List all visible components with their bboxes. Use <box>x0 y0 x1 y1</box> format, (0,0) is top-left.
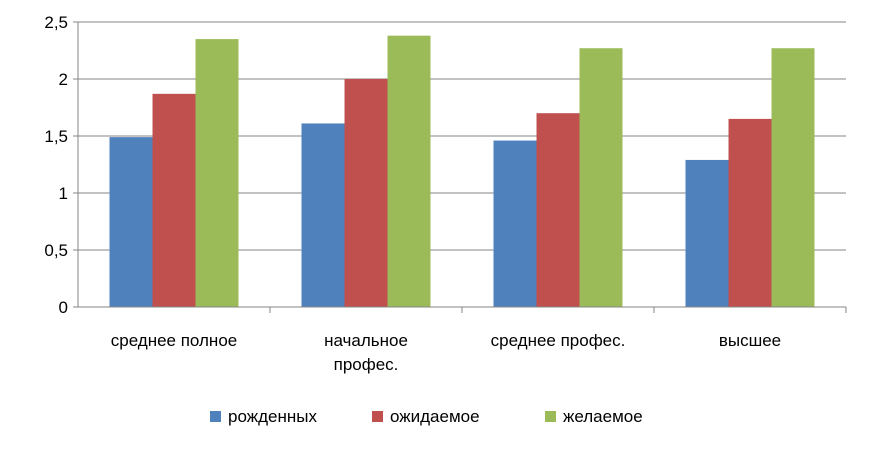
bar <box>536 113 580 307</box>
y-tick-label: 2,5 <box>44 13 68 32</box>
bar <box>344 79 388 307</box>
x-category-label-line: среднее профес. <box>491 331 626 350</box>
legend: рожденных ожидаемое желаемое <box>210 407 643 426</box>
bar <box>195 39 239 307</box>
y-axis-ticks: 0 0,5 1 1,5 2 2,5 <box>44 13 78 317</box>
bars <box>109 35 815 308</box>
x-axis-labels: среднее полное начальное профес. среднее пр… <box>111 331 781 374</box>
legend-swatch <box>372 411 383 422</box>
x-category-label: среднее полное <box>111 331 237 350</box>
x-category-label-line: начальное <box>324 331 408 350</box>
bar <box>579 48 623 307</box>
bar <box>152 93 196 307</box>
y-tick-label: 0 <box>59 298 68 317</box>
y-tick-label: 0,5 <box>44 241 68 260</box>
y-tick-label: 1,5 <box>44 127 68 146</box>
legend-label: желаемое <box>563 407 643 426</box>
x-category-label-line: среднее полное <box>111 331 237 350</box>
bar <box>109 137 153 307</box>
legend-swatch <box>210 411 221 422</box>
x-category-label-line: высшее <box>719 331 781 350</box>
y-tick-label: 1 <box>59 184 68 203</box>
x-category-label: среднее профес. <box>491 331 626 350</box>
bar <box>685 159 729 307</box>
y-tick-label: 2 <box>59 70 68 89</box>
x-category-label: начальное профес. <box>324 331 408 374</box>
x-category-label-line: профес. <box>334 355 399 374</box>
bar <box>301 123 345 308</box>
legend-label: ожидаемое <box>390 407 480 426</box>
bar <box>728 118 772 308</box>
x-category-label: высшее <box>719 331 781 350</box>
legend-swatch <box>545 411 556 422</box>
bar <box>771 48 815 307</box>
bar <box>387 35 431 308</box>
axes <box>77 22 847 313</box>
bar <box>493 140 537 307</box>
legend-label: рожденных <box>228 407 317 426</box>
